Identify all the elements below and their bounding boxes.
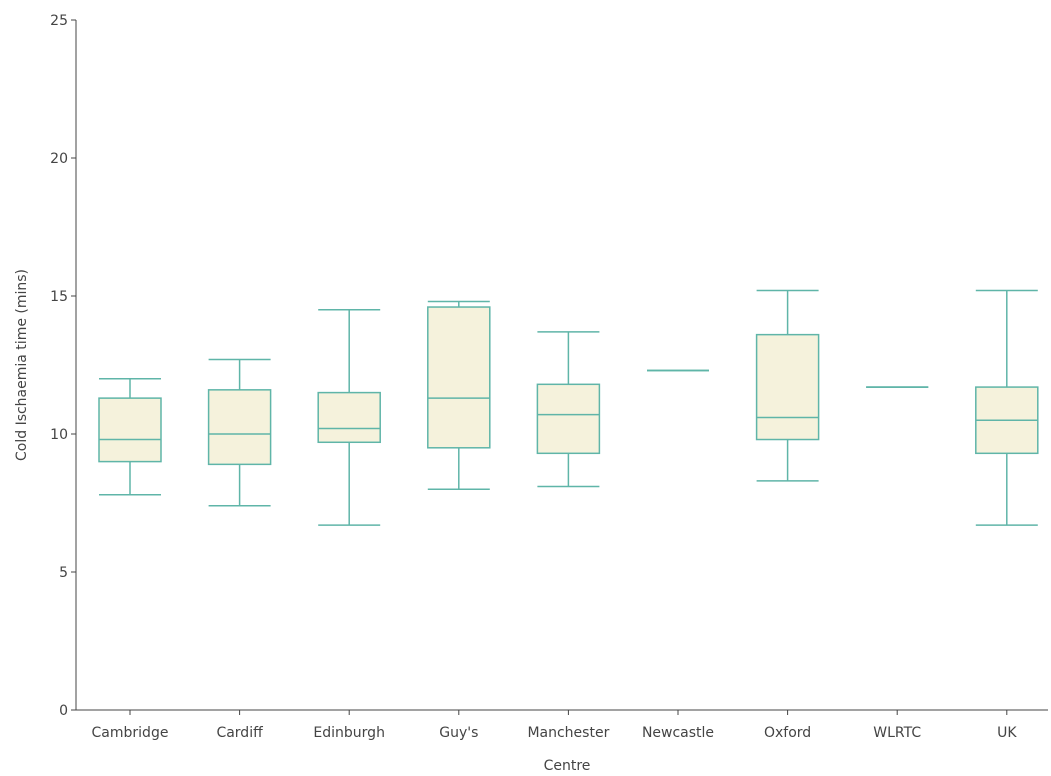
- y-tick-label: 25: [50, 13, 68, 29]
- y-axis-title: Cold Ischaemia time (mins): [14, 269, 30, 461]
- interquartile-box: [755, 333, 820, 441]
- x-tick-label: Edinburgh: [313, 725, 385, 741]
- x-tick-label: WLRTC: [873, 725, 921, 741]
- x-tick-label: UK: [997, 725, 1017, 741]
- interquartile-box: [317, 391, 381, 444]
- y-tick-label: 5: [59, 565, 68, 581]
- x-tick-label: Newcastle: [642, 725, 714, 741]
- box-edinburgh: [317, 309, 381, 526]
- x-tick-label: Manchester: [527, 725, 609, 741]
- x-tick-label: Cambridge: [92, 725, 169, 741]
- x-tick-label: Oxford: [764, 725, 811, 741]
- y-tick-label: 10: [50, 427, 68, 443]
- interquartile-box: [536, 383, 601, 455]
- boxes: [98, 289, 1039, 526]
- interquartile-box: [427, 306, 491, 449]
- x-axis-title: Centre: [544, 758, 591, 774]
- axes: [75, 20, 1048, 711]
- interquartile-box: [98, 397, 162, 463]
- box-oxford: [755, 289, 820, 482]
- box-manchester: [536, 331, 601, 488]
- interquartile-box: [207, 389, 272, 466]
- y-tick-label: 15: [50, 289, 68, 305]
- box-cambridge: [98, 378, 162, 496]
- x-ticks: Cambridge Cardiff Edinburgh Guy's Manchester…: [92, 710, 1017, 741]
- box-cardiff: [207, 358, 272, 507]
- x-tick-label: Guy's: [439, 725, 478, 741]
- y-tick-label: 20: [50, 151, 68, 167]
- box-uk: [975, 289, 1039, 526]
- x-tick-label: Cardiff: [216, 725, 263, 741]
- y-ticks: 0 5 10 15 20 25: [50, 13, 76, 719]
- y-tick-label: 0: [59, 703, 68, 719]
- box-guy-s: [427, 300, 491, 490]
